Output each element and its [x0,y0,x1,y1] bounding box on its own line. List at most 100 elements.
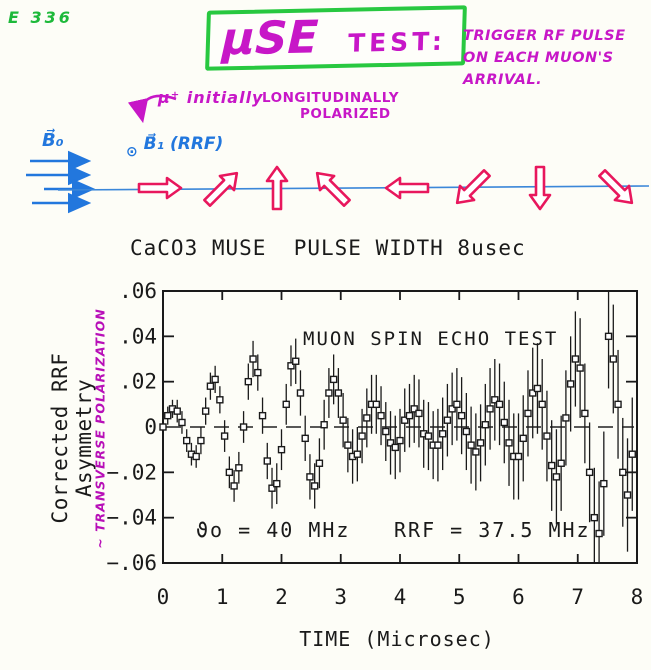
data-point [524,409,532,418]
data-point [301,434,309,443]
data-point [344,441,352,449]
data-point [235,464,243,472]
title-box: μSE TEST: [205,5,468,71]
curved-arrow-icon [127,94,177,124]
spin-arrow-135deg [315,171,351,207]
data-point [325,389,333,397]
data-point [614,400,622,409]
data-point [562,414,570,422]
data-point [619,468,627,477]
data-point [604,332,613,341]
y-tick-label: −.02 [106,460,157,484]
y-axis-note: ~ TRANSVERSE POLARIZATION [92,308,108,549]
spin-arrow-glyph [203,171,239,207]
data-point [538,400,546,409]
data-point [372,400,380,409]
b0-field-arrows [26,150,96,214]
data-point [329,375,338,384]
polarized-label: POLARIZED [300,106,391,122]
data-point [557,459,565,467]
x-tick-label: 7 [571,585,584,609]
y-tick-label: 0 [144,415,157,439]
b1-label: ⊙ B⃗₁ (RRF) [126,134,224,160]
muon-note-prefix: μ⁺ initially [158,88,264,107]
data-point [576,364,584,372]
spin-arrow-glyph [384,176,430,200]
x-tick-label: 2 [275,585,288,609]
data-point [571,355,580,363]
data-point [491,396,499,404]
data-point [173,407,181,415]
data-point [595,529,603,538]
x-tick-label: 3 [334,585,347,609]
data-point [225,468,234,477]
data-point [273,479,281,488]
data-point [249,355,257,363]
data-point [533,384,542,393]
circled-dot-icon: ⊙ [126,144,138,160]
data-point [334,389,343,397]
data-point [254,368,262,377]
spin-arrow-270deg [528,165,552,211]
data-point [514,452,523,461]
annotation-rrf: RRF = 37.5 MHz [394,518,591,542]
data-point [197,436,205,445]
data-point [206,382,215,390]
y-tick-label: −.06 [106,551,157,575]
trigger-note-line: TRIGGER RF PULSE [463,28,626,44]
x-tick-label: 8 [631,585,644,609]
data-point [382,427,390,436]
data-point [472,448,480,456]
data-point [585,468,594,477]
spin-arrow-glyph [265,165,289,211]
data-point [391,443,399,452]
data-point [282,400,290,409]
data-point [192,452,200,461]
data-point [239,423,248,431]
title-test-label: TEST: [347,26,447,58]
data-point [495,400,504,409]
b1-label-text: B⃗₁ (RRF) [143,134,224,154]
spin-arrow-0deg [137,176,183,200]
data-point [415,409,423,418]
y-axis-title: Corrected RRF Asymmetry [48,352,96,524]
data-point [244,377,253,386]
data-point [377,411,385,420]
data-point [277,445,286,454]
data-point [306,473,314,481]
data-point [401,416,409,424]
data-point [566,380,575,388]
data-point [476,439,485,447]
x-tick-label: 0 [157,585,170,609]
spin-arrow-glyph [455,169,491,205]
spin-arrow-glyph [137,176,183,200]
data-point [182,436,191,445]
data-point [552,473,561,481]
data-point [405,411,414,420]
data-point [339,416,347,424]
y-tick-label: .02 [119,370,157,394]
spin-arrow-180deg [384,176,430,200]
longitudinally-label: LONGITUDINALLY [262,90,400,106]
data-point [230,482,238,490]
data-point [363,414,371,422]
x-tick-label: 4 [394,585,407,609]
trigger-note-line: ON EACH MUON'S [463,49,614,66]
data-point [201,407,210,415]
data-point [358,432,366,440]
data-point [434,441,442,449]
data-point [443,416,452,424]
data-point [410,405,418,413]
data-point [296,389,305,397]
data-point [529,389,537,397]
data-point [462,427,471,436]
data-point [467,441,475,449]
data-point [386,439,395,447]
experiment-id-label: E 336 [8,8,73,27]
y-tick-label: .04 [119,324,157,348]
spin-arrow-glyph [598,169,634,205]
data-point [623,491,632,499]
inplot-title: MUON SPIN ECHO TEST [303,328,559,350]
data-point [581,409,589,418]
